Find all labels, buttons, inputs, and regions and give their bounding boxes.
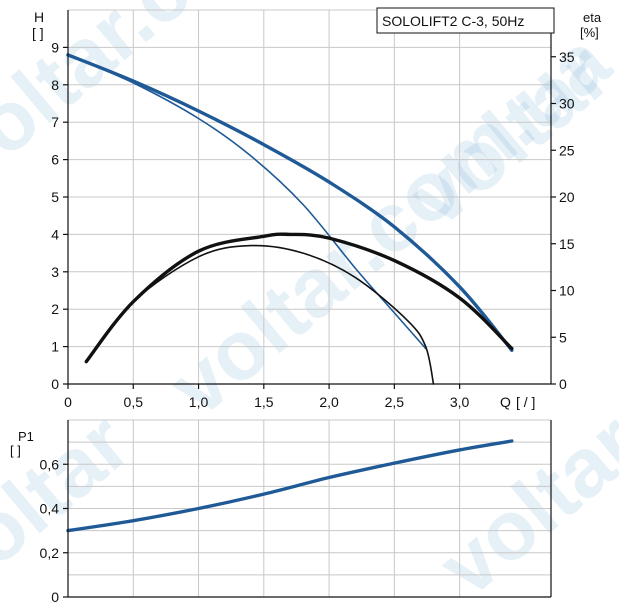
p1-tick-label: 0 [51, 589, 59, 604]
chart-title-box [376, 7, 555, 34]
p1-axis-unit: [ ] [10, 443, 21, 458]
top-series-line-1 [67, 54, 427, 350]
bottom-series-group [66, 439, 514, 533]
svg-text:voltar: voltar [0, 395, 147, 604]
x-tick-label: 1,5 [254, 394, 274, 410]
y-tick-label: 6 [51, 152, 59, 168]
y2-tick-label: 10 [559, 283, 575, 299]
y2-tick-label: 20 [559, 189, 575, 205]
p1-axis-label: P1 [18, 429, 34, 444]
top-x-tick-labels: 0 0,5 1,0 1,5 2,0 2,5 3,0 [64, 384, 470, 410]
top-gridlines [67, 9, 551, 385]
y-tick-label: 0 [51, 376, 59, 392]
top-series-line-2 [84, 232, 514, 364]
y2-tick-label: 5 [559, 329, 567, 345]
y-axis-label: H [34, 9, 44, 25]
y-axis-unit: [ ] [32, 25, 44, 41]
x-tick-label: 0,5 [124, 394, 144, 410]
y2-tick-label: 25 [559, 142, 575, 158]
y2-tick-label: 30 [559, 96, 575, 112]
x-tick-label: 0 [64, 394, 72, 410]
y-tick-label: 5 [51, 189, 59, 205]
y-tick-label: 8 [51, 77, 59, 93]
top-y-tick-labels: 0 1 2 3 4 5 6 7 8 9 [51, 39, 68, 392]
y-tick-label: 4 [51, 226, 59, 242]
y2-tick-label: 35 [559, 49, 575, 65]
top-series-line-3 [85, 244, 435, 385]
head-efficiency-panel: 0 1 2 3 4 5 6 7 8 9 0 5 10 15 20 25 30 35 0 0,5 1,0 1,5 2,0 2… [32, 7, 602, 410]
y2-tick-label: 15 [559, 236, 575, 252]
x-axis-unit: [ / ] [516, 394, 535, 410]
p1-tick-label: 0,4 [40, 501, 60, 517]
y-tick-label: 7 [51, 114, 59, 130]
top-series-line-0 [66, 53, 514, 352]
x-tick-label: 1,0 [189, 394, 209, 410]
y-tick-label: 3 [51, 264, 59, 280]
top-y2-tick-labels: 0 5 10 15 20 25 30 35 [551, 49, 575, 392]
chart-title: SOLOLIFT2 C-3, 50Hz [382, 13, 524, 29]
y2-axis-label: eta [583, 10, 602, 25]
top-series-group [66, 53, 514, 385]
bottom-series-line-0 [66, 439, 514, 533]
y2-axis-unit: [%] [580, 25, 599, 40]
y-tick-label: 2 [51, 301, 59, 317]
y-tick-label: 1 [51, 339, 59, 355]
power-panel: 0 0,2 0,4 0,6 P1 [ ] [10, 419, 552, 604]
x-tick-label: 2,5 [385, 394, 405, 410]
x-tick-label: 2,0 [319, 394, 339, 410]
p1-tick-label: 0,6 [40, 456, 60, 472]
x-axis-label: Q [500, 394, 511, 410]
svg-text:voltar: voltar [421, 395, 619, 604]
y-tick-label: 9 [51, 39, 59, 55]
p1-tick-label: 0,2 [40, 545, 60, 561]
y2-tick-label: 0 [559, 376, 567, 392]
x-tick-label: 3,0 [450, 394, 470, 410]
bottom-y-tick-labels: 0 0,2 0,4 0,6 [40, 456, 68, 604]
